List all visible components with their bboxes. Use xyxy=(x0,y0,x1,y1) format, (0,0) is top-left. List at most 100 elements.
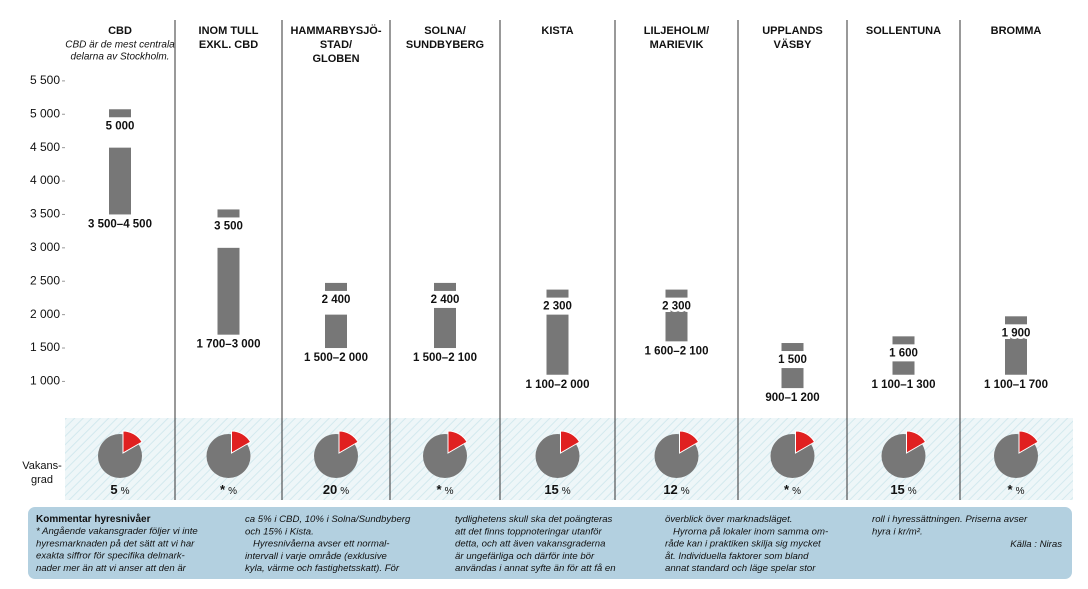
y-tick-label: 1 000 xyxy=(30,374,60,388)
top-marker xyxy=(434,282,456,291)
comment-line: detta, och att även vakansgraderna xyxy=(455,539,605,550)
region-name: VÄSBY xyxy=(774,38,813,51)
vacancy-unit: % xyxy=(340,486,349,497)
pie-slice-icon xyxy=(560,430,581,454)
range-label: 900–1 200 xyxy=(765,392,819,404)
top-label: 5 000 xyxy=(106,120,135,132)
y-tick-label: 2 500 xyxy=(30,273,60,287)
vacancy-label: *% xyxy=(1008,482,1025,497)
top-marker xyxy=(781,343,804,352)
y-tick-label: 5 500 xyxy=(30,73,60,87)
comment-line: kyla, värme och fastighetsskatt). För xyxy=(245,563,400,574)
range-bar xyxy=(434,307,456,349)
comment-line: användas i annat syfte än för att få en xyxy=(455,563,616,574)
vacancy-value: 20 xyxy=(323,482,337,497)
range-bar xyxy=(325,314,347,349)
vacancy-value: * xyxy=(784,482,790,497)
top-label: 2 300 xyxy=(662,301,691,313)
pie-slice-icon xyxy=(906,430,927,454)
range-label: 1 100–1 300 xyxy=(872,379,936,391)
range-bar xyxy=(781,368,804,389)
range-bar xyxy=(109,147,131,215)
top-marker xyxy=(892,336,915,345)
comment-line: annat standard och läge spelar stor xyxy=(665,563,816,574)
comment-line: råde kan i praktiken skilja sig mycket xyxy=(665,539,821,550)
pie-slice-icon xyxy=(1018,430,1039,454)
pie-axis-label: grad xyxy=(31,474,53,486)
pie-slice-icon xyxy=(679,430,700,454)
region-subtitle: CBD är de mest centrala xyxy=(65,40,175,51)
vacancy-label: *% xyxy=(437,482,454,497)
comment-source: Källa : Niras xyxy=(1010,539,1062,550)
comment-line: Hyresnivåerna avser ett normal- xyxy=(245,539,390,550)
y-tick-label: 3 000 xyxy=(30,240,60,254)
vacancy-unit: % xyxy=(681,486,690,497)
y-tick-label: 4 000 xyxy=(30,173,60,187)
range-label: 1 100–2 000 xyxy=(526,379,590,391)
range-label: 3 500–4 500 xyxy=(88,218,152,230)
vacancy-value: 15 xyxy=(544,482,558,497)
comment-line: överblick över marknadsläget. xyxy=(665,514,792,525)
comment-line: * Angående vakansgrader följer vi inte xyxy=(36,526,198,537)
pie-axis-label: Vakans- xyxy=(22,460,62,472)
pie-slice-icon xyxy=(447,430,468,454)
comment-line: åt. Individuella faktorer som bland xyxy=(665,551,809,562)
vacancy-label: 20% xyxy=(323,482,349,497)
top-marker xyxy=(1005,316,1027,325)
vacancy-unit: % xyxy=(562,486,571,497)
vacancy-label: 15% xyxy=(890,482,916,497)
top-label: 1 600 xyxy=(889,347,918,359)
region-name: GLOBEN xyxy=(312,53,359,65)
range-bar xyxy=(665,307,688,342)
vacancy-label: *% xyxy=(784,482,801,497)
vacancy-label: 12% xyxy=(663,482,689,497)
region-name: INOM TULL xyxy=(199,25,259,37)
vacancy-value: 12 xyxy=(663,482,677,497)
region-name: HAMMARBYSJÖ- xyxy=(290,24,381,37)
comment-line: roll i hyressättningen. Priserna avser xyxy=(872,514,1028,525)
range-bar xyxy=(217,247,240,335)
comment-line: intervall i varje område (exklusive xyxy=(245,551,387,562)
top-label: 1 500 xyxy=(778,354,807,366)
range-bar xyxy=(1005,334,1027,375)
pie-slice-icon xyxy=(338,430,359,454)
range-label: 1 500–2 000 xyxy=(304,352,368,364)
region-subtitle: delarna av Stockholm. xyxy=(71,52,170,63)
range-label: 1 700–3 000 xyxy=(197,339,261,351)
region-name: CBD xyxy=(108,25,132,37)
comment-line: tydlighetens skull ska det poängteras xyxy=(455,514,613,525)
y-tick-label: 1 500 xyxy=(30,340,60,354)
vacancy-value: 15 xyxy=(890,482,904,497)
top-label: 2 300 xyxy=(543,301,572,313)
range-label: 1 600–2 100 xyxy=(645,345,709,357)
vacancy-label: *% xyxy=(220,482,237,497)
vacancy-unit: % xyxy=(445,486,454,497)
comment-line: är ungefärliga och därför inte bör xyxy=(455,551,595,562)
top-label: 1 900 xyxy=(1002,327,1031,339)
comment-line: exakta siffror för specifika delmark- xyxy=(36,551,185,562)
comment-line: hyresmarknaden på det sätt att vi har xyxy=(36,538,195,549)
vacancy-value: * xyxy=(220,482,226,497)
top-marker xyxy=(109,109,131,118)
vacancy-value: 5 xyxy=(110,482,117,497)
pie-slice-icon xyxy=(122,430,143,454)
region-name: BROMMA xyxy=(991,25,1042,37)
comment-line: och 15% i Kista. xyxy=(245,526,314,537)
top-marker xyxy=(546,289,569,298)
region-name: EXKL. CBD xyxy=(199,39,258,51)
top-label: 3 500 xyxy=(214,220,243,232)
comment-heading: Kommentar hyresnivåer xyxy=(36,513,151,525)
range-bar xyxy=(892,361,915,375)
region-name: UPPLANDS xyxy=(762,25,823,37)
top-marker xyxy=(217,209,240,218)
region-name: SOLNA/ xyxy=(424,25,466,37)
range-label: 1 500–2 100 xyxy=(413,352,477,364)
pie-slice-icon xyxy=(795,430,816,454)
top-marker xyxy=(325,282,347,291)
region-name: SOLLENTUNA xyxy=(866,25,941,37)
vacancy-unit: % xyxy=(1016,486,1025,497)
vacancy-value: * xyxy=(1008,482,1014,497)
comment-line: nader mer än att vi anser att den är xyxy=(36,563,187,574)
range-bar xyxy=(546,314,569,375)
